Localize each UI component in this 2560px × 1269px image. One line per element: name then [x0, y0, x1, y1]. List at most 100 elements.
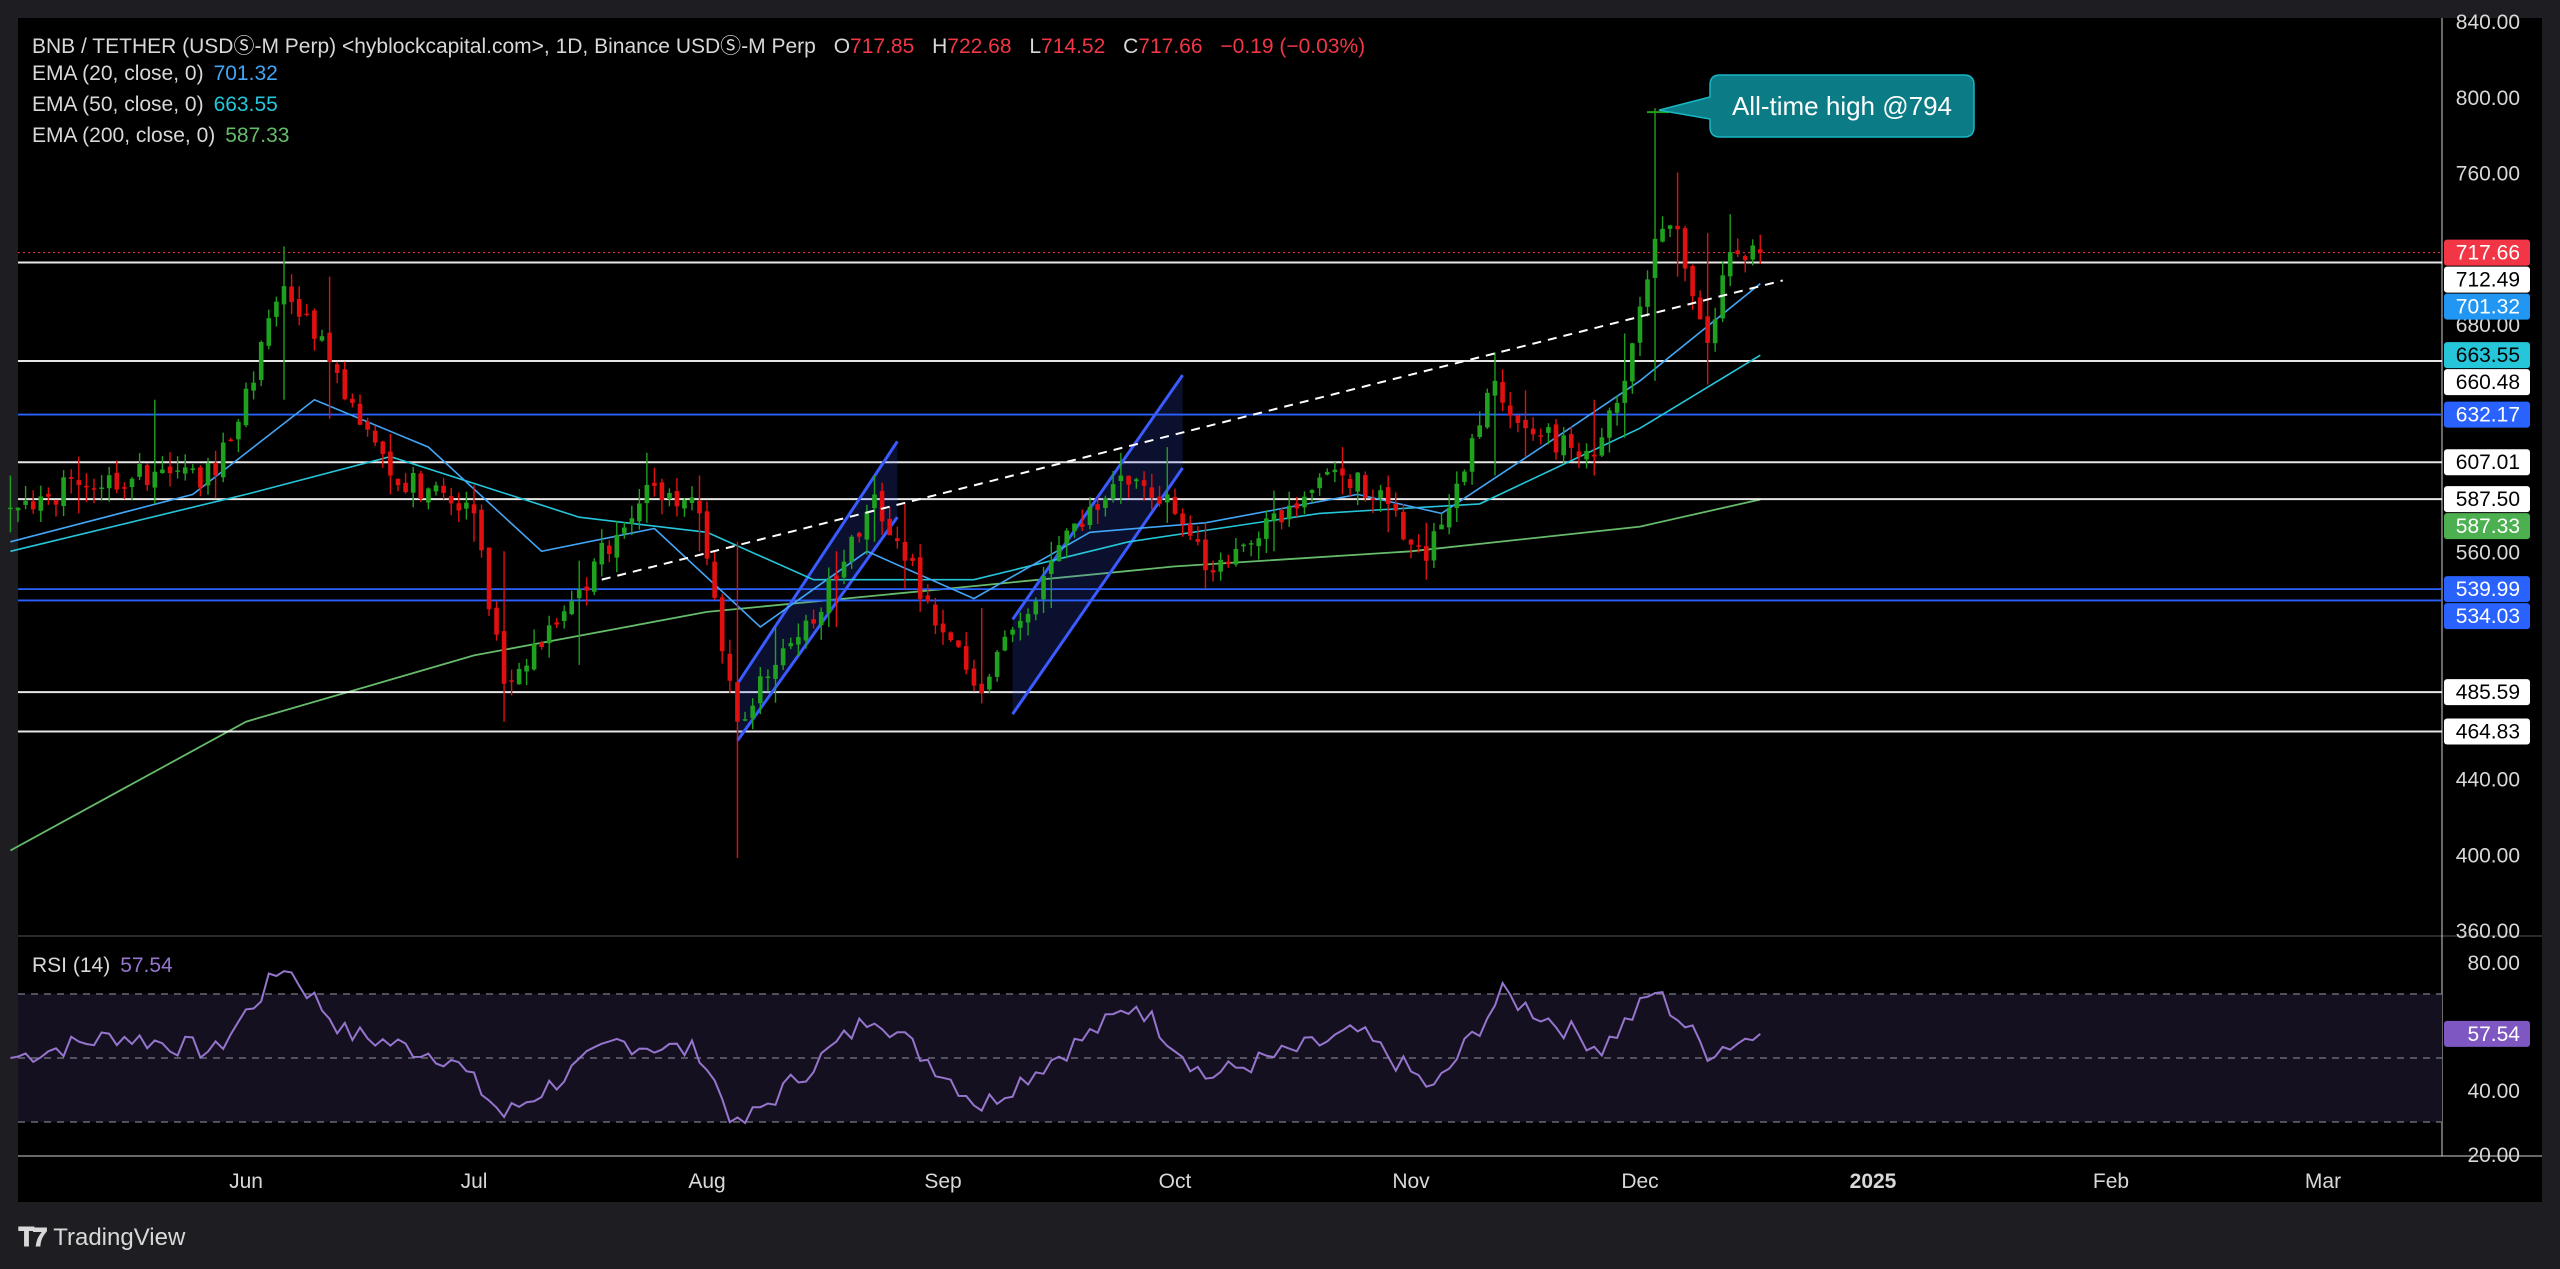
ema50-line: [10, 354, 1761, 581]
candle-body: [895, 538, 900, 542]
candle-body: [380, 441, 386, 454]
price-tag: [2444, 486, 2530, 513]
candle-body: [1248, 543, 1254, 545]
candle-body: [1355, 472, 1361, 492]
candle-body: [659, 482, 665, 501]
candle-body: [281, 286, 287, 305]
candle-body: [1264, 518, 1269, 539]
ema20-value: 701.32: [213, 62, 278, 85]
candle-body: [1203, 539, 1208, 571]
candle-body: [644, 484, 650, 504]
candle-body: [1720, 275, 1725, 319]
candle-body: [689, 497, 695, 503]
candle-body: [757, 676, 763, 704]
candle-body: [1477, 425, 1482, 437]
candle-body: [697, 500, 702, 514]
candle-body: [1072, 523, 1077, 532]
time-tick-label: Nov: [1392, 1170, 1430, 1193]
candle-body: [448, 496, 454, 504]
candle-body: [38, 496, 44, 511]
ohlc-close-label: C: [1123, 35, 1139, 58]
candle-body: [137, 464, 142, 477]
candle-body: [1591, 454, 1597, 457]
price-tag: [2444, 293, 2530, 320]
time-tick-label: Oct: [1159, 1170, 1192, 1193]
time-tick-label: Sep: [924, 1170, 961, 1193]
time-axis[interactable]: [18, 1156, 2542, 1202]
candle-body: [569, 600, 575, 615]
symbol-legend: BNB / TETHER (USDⓈ-M Perp) <hyblockcapit…: [32, 30, 1365, 60]
candle-body: [516, 668, 522, 685]
candle-body: [979, 683, 984, 694]
candle-body: [622, 527, 627, 534]
candle-body: [667, 492, 672, 499]
price-tag-label: 464.83: [2456, 720, 2520, 743]
trendline-layer: [601, 279, 1784, 581]
price-tag: [2444, 679, 2530, 706]
candle-body: [205, 463, 211, 486]
ema20-legend[interactable]: EMA (20, close, 0) 701.32: [32, 62, 278, 86]
candle-body: [1095, 504, 1100, 510]
time-tick-label: Jul: [461, 1170, 488, 1193]
price-tag-label: 717.66: [2456, 242, 2520, 265]
candle-body: [719, 597, 725, 652]
candle-body: [342, 369, 348, 400]
candle-body: [1180, 513, 1185, 524]
price-tick-label: 800.00: [2456, 87, 2520, 110]
rsi-layer: [10, 970, 2442, 1125]
tradingview-logo-icon: 𝐓𝟕: [18, 1222, 47, 1252]
candle-body: [334, 364, 340, 373]
candle-body: [426, 488, 431, 503]
ema50-legend[interactable]: EMA (50, close, 0) 663.55: [32, 93, 278, 117]
candle-body: [637, 503, 642, 522]
candle-body: [1385, 487, 1391, 504]
candle-body: [1607, 410, 1612, 438]
candle-body: [750, 705, 755, 719]
candle-body: [674, 491, 680, 507]
tradingview-footer[interactable]: 𝐓𝟕 TradingView: [18, 1222, 185, 1254]
candle-body: [1630, 343, 1635, 382]
candle-body: [1370, 498, 1376, 500]
candles-layer: [8, 108, 1763, 859]
price-tag-label: 534.03: [2456, 605, 2520, 628]
candle-body: [1492, 380, 1498, 396]
candle-body: [1241, 544, 1246, 547]
candle-body: [1569, 434, 1574, 448]
candle-body: [856, 532, 862, 537]
candle-body: [773, 664, 778, 679]
candle-body: [826, 579, 832, 613]
candle-body: [312, 310, 317, 339]
candle-body: [788, 643, 794, 647]
candle-body: [418, 473, 424, 499]
price-tick-label: 840.00: [2456, 11, 2520, 34]
price-pane[interactable]: [18, 18, 2442, 936]
candle-body: [1025, 613, 1031, 623]
rsi-legend[interactable]: RSI (14) 57.54: [32, 954, 173, 978]
candle-body: [1110, 484, 1116, 500]
candle-body: [704, 511, 710, 559]
candle-body: [441, 485, 446, 493]
candle-body: [350, 398, 355, 403]
candle-body: [1652, 238, 1658, 278]
horizontal-levels: [18, 252, 2442, 733]
candle-body: [274, 301, 279, 317]
rsi-tick-label: 40.00: [2467, 1080, 2520, 1103]
time-tick-label: Mar: [2305, 1170, 2341, 1193]
candle-body: [742, 719, 748, 721]
candle-body: [53, 500, 59, 505]
candle-body: [872, 494, 877, 509]
candle-body: [735, 682, 740, 722]
candle-body: [251, 382, 256, 391]
candle-body: [76, 480, 82, 485]
price-tag: [2444, 513, 2530, 540]
price-tick-label: 360.00: [2456, 920, 2520, 943]
candle-body: [963, 646, 969, 670]
time-tick-label: Aug: [688, 1170, 725, 1193]
price-tag: [2444, 718, 2530, 745]
candle-body: [1317, 477, 1322, 489]
tradingview-brand: TradingView: [53, 1224, 186, 1251]
candle-body: [1363, 475, 1368, 498]
ema200-legend[interactable]: EMA (200, close, 0) 587.33: [32, 124, 289, 148]
candle-body: [46, 493, 51, 497]
candle-body: [236, 421, 241, 440]
